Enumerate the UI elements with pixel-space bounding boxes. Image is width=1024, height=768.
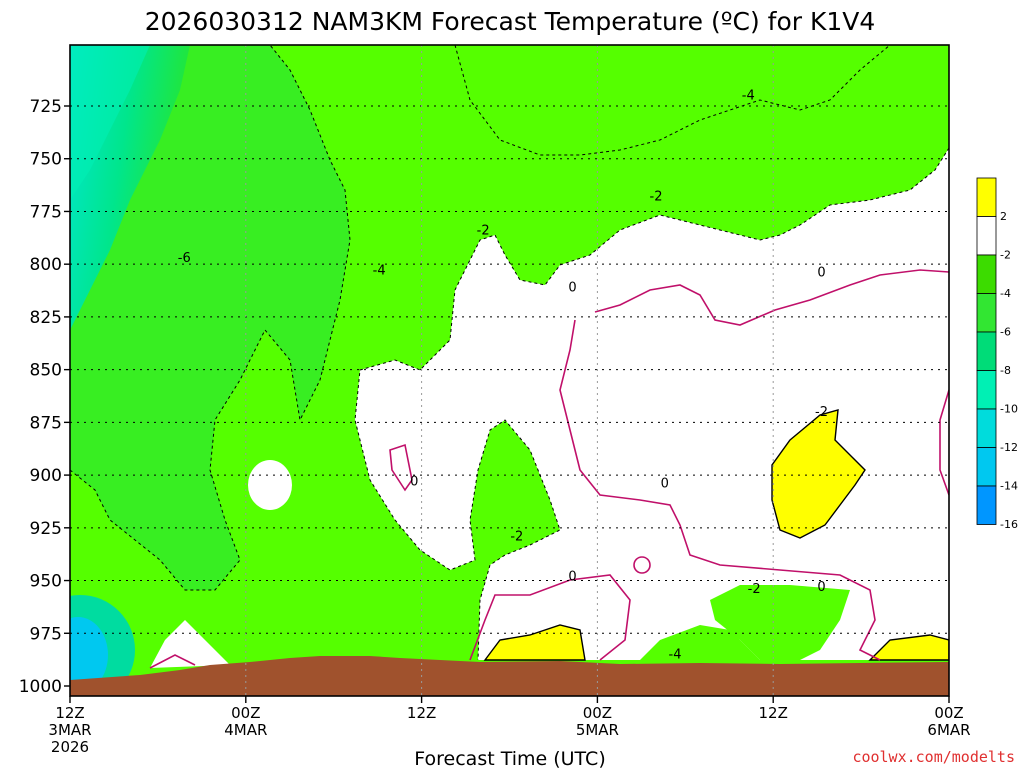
colorbar-swatch	[976, 216, 997, 256]
contour-label: -2	[748, 582, 761, 597]
region-above-0-right	[771, 409, 866, 539]
y-tick-label: 825	[30, 308, 62, 328]
region-minus8	[70, 45, 150, 200]
y-axis: 725 750 775 800 825 850 875 900 925 950 975 1000	[19, 97, 70, 697]
region-cold-pocket-inner	[70, 617, 108, 693]
x-tick-label: 12Z	[55, 704, 84, 722]
contour-label: 0	[568, 569, 576, 584]
colorbar-label: -16	[1000, 518, 1018, 531]
y-tick-label: 900	[30, 466, 62, 486]
x-axis-title: Forecast Time (UTC)	[414, 748, 605, 768]
x-tick-label: 12Z	[407, 704, 436, 722]
y-tick-label: 975	[30, 624, 62, 644]
region-above-0-low-b	[868, 634, 949, 661]
isotherm-minus6	[70, 45, 351, 591]
y-tick-label: 850	[30, 361, 62, 381]
y-tick-label: 925	[30, 519, 62, 539]
colorbar-swatch	[976, 485, 997, 525]
y-tick-label: 725	[30, 97, 62, 117]
x-tick-label: 00Z	[231, 704, 260, 722]
contour-labels: -6 -4 -4 -2 -2 -2 -2 -4 -2 0 0 0 0 0 0	[178, 88, 828, 662]
x-tick-label: 6MAR	[927, 721, 970, 739]
colorbar-swatch	[976, 254, 997, 294]
region-green-low-right	[710, 585, 850, 660]
y-tick-label: 800	[30, 255, 62, 275]
y-tick-label: 1000	[19, 677, 62, 697]
colorbar-swatch	[976, 293, 997, 333]
colorbar-swatch	[976, 331, 997, 371]
contour-label: 0	[817, 580, 825, 595]
x-tick-label: 00Z	[934, 704, 963, 722]
isotherm-zero-group	[149, 269, 949, 669]
contour-label: -2	[510, 529, 523, 544]
colorbar-label: -2	[1000, 249, 1011, 262]
x-tick-label: 2026	[51, 738, 89, 756]
contour-label: -6	[178, 251, 191, 266]
region-minus6-minus4	[70, 45, 350, 590]
x-tick-label: 4MAR	[224, 721, 267, 739]
isotherm-minus2	[354, 147, 949, 661]
colorbar-label: -12	[1000, 441, 1018, 454]
colorbar: 2 -2 -4 -6 -8 -10 -12 -14 -16	[976, 177, 1018, 531]
y-tick-label: 950	[30, 572, 62, 592]
contour-label: -4	[742, 88, 755, 103]
colorbar-label: -14	[1000, 480, 1018, 493]
contour-label: 0	[568, 280, 576, 295]
colorbar-label: -8	[1000, 364, 1011, 377]
terrain-surface	[70, 656, 949, 696]
plot-frame	[69, 44, 950, 697]
x-tick-label: 3MAR	[48, 721, 91, 739]
grid-lines	[70, 45, 949, 696]
contour-label: -4	[373, 264, 386, 279]
colorbar-swatch	[976, 370, 997, 410]
contour-label: 0	[410, 474, 418, 489]
region-white-surface-left	[150, 620, 230, 668]
x-tick-label: 12Z	[759, 704, 788, 722]
y-tick-label: 875	[30, 413, 62, 433]
contour-label: -2	[650, 190, 663, 205]
colorbar-swatch	[976, 408, 997, 448]
x-tick-label: 00Z	[583, 704, 612, 722]
colorbar-label: 2	[1000, 210, 1007, 223]
contour-label: 0	[661, 477, 669, 492]
colorbar-swatch	[976, 177, 997, 217]
colorbar-swatch	[976, 447, 997, 487]
contour-label: -4	[669, 647, 682, 662]
colorbar-label: -10	[1000, 403, 1018, 416]
colorbar-label: -6	[1000, 326, 1011, 339]
x-tick-label: 5MAR	[576, 721, 619, 739]
chart-title: 2026030312 NAM3KM Forecast Temperature (…	[145, 7, 876, 36]
y-tick-label: 750	[30, 150, 62, 170]
region-green-low	[640, 625, 760, 660]
contour-label: 0	[817, 266, 825, 281]
isotherm-minus4-upper	[454, 45, 891, 156]
colorbar-label: -4	[1000, 287, 1011, 300]
credit-text: coolwx.com/modelts	[852, 748, 1015, 766]
contour-label: -2	[477, 223, 490, 238]
plot-area	[70, 45, 949, 696]
y-tick-label: 775	[30, 202, 62, 222]
contour-label: -2	[815, 405, 828, 420]
region-white-pocket	[248, 460, 292, 510]
